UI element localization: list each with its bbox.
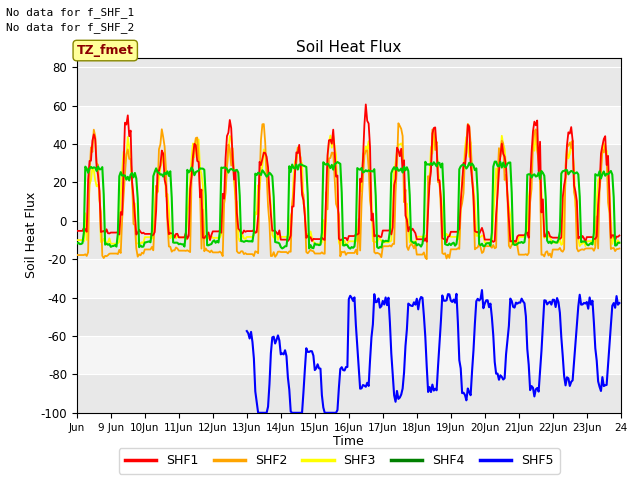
Bar [77,221,621,259]
Legend: SHF1, SHF2, SHF3, SHF4, SHF5: SHF1, SHF2, SHF3, SHF4, SHF5 [119,448,559,474]
Bar [77,336,621,374]
Text: No data for f_SHF_2: No data for f_SHF_2 [6,22,134,33]
Bar [77,298,621,336]
Bar [77,259,621,298]
Bar [77,182,621,221]
Text: No data for f_SHF_1: No data for f_SHF_1 [6,7,134,18]
Text: TZ_fmet: TZ_fmet [77,44,134,57]
Bar [77,374,621,413]
Bar [77,144,621,182]
Title: Soil Heat Flux: Soil Heat Flux [296,40,401,55]
X-axis label: Time: Time [333,435,364,448]
Y-axis label: Soil Heat Flux: Soil Heat Flux [25,192,38,278]
Bar [77,67,621,106]
Bar [77,106,621,144]
